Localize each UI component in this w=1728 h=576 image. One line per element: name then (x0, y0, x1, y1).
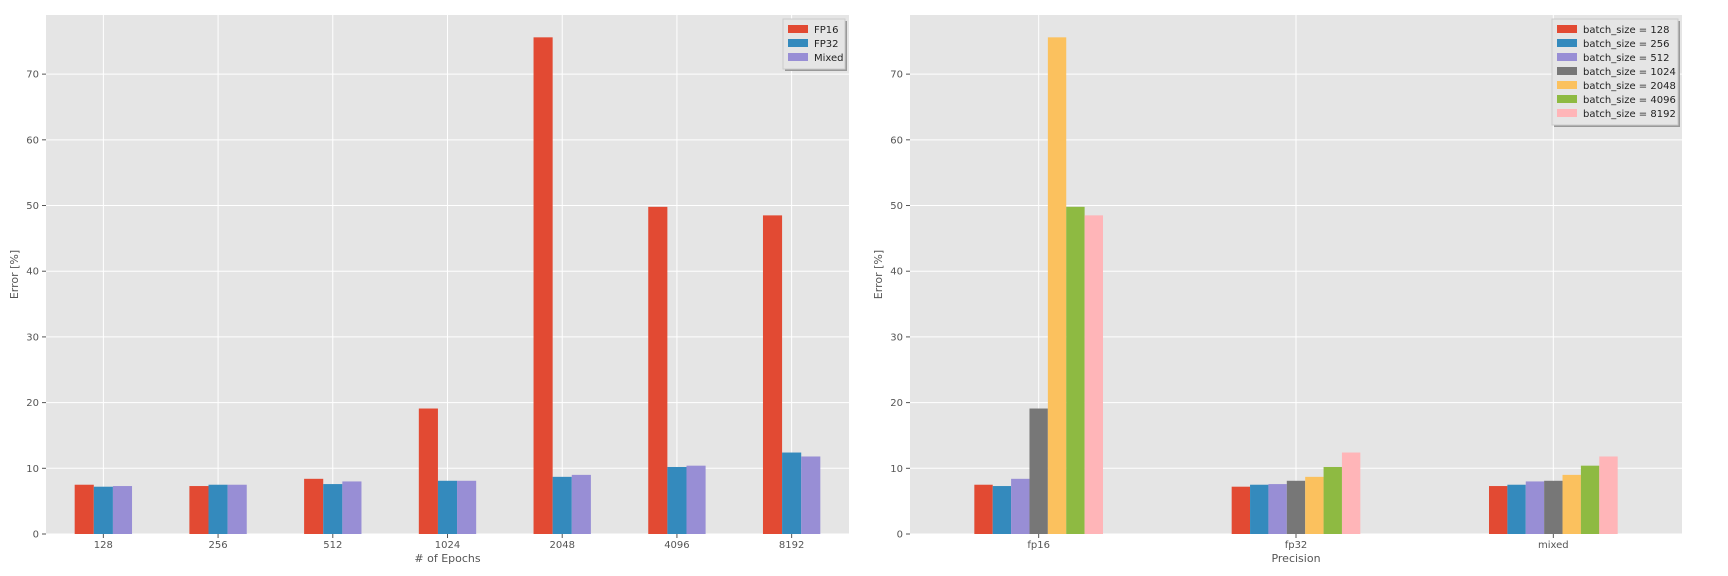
x-axis-label: Precision (1271, 552, 1320, 565)
legend-swatch (1557, 25, 1577, 33)
bar (992, 486, 1012, 534)
y-tick-label: 0 (897, 530, 903, 541)
y-tick-label: 30 (890, 332, 903, 343)
legend-swatch (1557, 39, 1577, 47)
bar (93, 486, 113, 534)
legend-label: batch_size = 1024 (1583, 67, 1676, 78)
legend-swatch (1557, 67, 1577, 75)
bar (762, 215, 783, 534)
bar (1525, 481, 1545, 534)
bar (648, 206, 668, 534)
bar (189, 486, 209, 534)
y-tick-label: 30 (26, 332, 39, 343)
bar (1011, 478, 1030, 534)
bar (1562, 474, 1581, 534)
x-tick-label: 1024 (435, 540, 460, 551)
y-tick-label: 70 (890, 70, 903, 81)
legend-swatch (1557, 95, 1577, 103)
x-tick-label: 128 (94, 540, 113, 551)
bar (227, 484, 247, 534)
legend-label: batch_size = 128 (1583, 25, 1669, 36)
bar (208, 484, 228, 534)
bar (1286, 480, 1306, 534)
y-tick-label: 10 (890, 464, 903, 475)
x-tick-label: 4096 (664, 540, 689, 551)
bar (457, 480, 477, 534)
y-tick-label: 60 (26, 135, 39, 146)
y-tick-label: 40 (890, 267, 903, 278)
bar (801, 456, 821, 534)
bar (571, 474, 591, 534)
legend-swatch (788, 39, 808, 47)
bar (112, 486, 133, 534)
x-tick-label: mixed (1538, 540, 1569, 551)
bar (782, 452, 802, 534)
bar (418, 408, 438, 534)
chart-error-by-precision: 0 10 20 30 40 50 60 70 fp16 fp32 mixed Precision Err… (872, 15, 1682, 565)
legend-label: Mixed (814, 53, 844, 64)
legend-swatch (1557, 81, 1577, 89)
bar (667, 466, 687, 534)
x-axis-label: # of Epochs (414, 552, 480, 565)
bar (1029, 408, 1048, 534)
y-axis-label: Error [%] (872, 250, 885, 299)
x-tick-label: 512 (323, 540, 342, 551)
legend-swatch (1557, 53, 1577, 61)
y-tick-label: 60 (890, 135, 903, 146)
bar (1231, 486, 1251, 534)
bar (437, 480, 458, 534)
x-tick-label: fp32 (1285, 540, 1308, 551)
x-tick-label: fp16 (1027, 540, 1050, 551)
bar (1047, 37, 1067, 535)
bar (342, 481, 362, 534)
legend-label: batch_size = 4096 (1583, 95, 1676, 106)
x-tick-label: 8192 (779, 540, 804, 551)
bar (533, 37, 553, 535)
legend-label: batch_size = 2048 (1583, 81, 1676, 92)
bar (1507, 484, 1526, 534)
legend-swatch (788, 53, 808, 61)
y-tick-label: 40 (26, 267, 39, 278)
legend-label: batch_size = 512 (1583, 53, 1669, 64)
chart-error-by-epochs: 0 10 20 30 40 50 60 70 128 256 512 1024 2048 4096 8192… (8, 15, 849, 565)
legend: FP16 FP32 Mixed (782, 18, 847, 71)
bar (323, 484, 343, 534)
bar (304, 478, 324, 534)
bar (1250, 484, 1269, 534)
y-tick-label: 20 (26, 398, 39, 409)
legend-label: batch_size = 256 (1583, 39, 1669, 50)
x-tick-label: 256 (209, 540, 228, 551)
bar (1580, 465, 1600, 534)
y-tick-label: 0 (33, 530, 39, 541)
bar (974, 484, 993, 534)
bar (1489, 486, 1508, 534)
legend-label: batch_size = 8192 (1583, 109, 1676, 120)
x-tick-label: 2048 (549, 540, 574, 551)
y-tick-label: 20 (890, 398, 903, 409)
bar (552, 476, 572, 534)
legend-swatch (788, 25, 808, 33)
legend-label: FP16 (814, 25, 839, 36)
bar (1544, 480, 1563, 534)
y-axis-label: Error [%] (8, 250, 21, 299)
legend-label: FP32 (814, 39, 839, 50)
y-tick-label: 10 (26, 464, 39, 475)
bar (1323, 466, 1342, 534)
bar (1599, 456, 1618, 534)
bar (1305, 476, 1324, 534)
legend: batch_size = 128 batch_size = 256 batch_si… (1551, 18, 1680, 127)
y-tick-label: 70 (26, 70, 39, 81)
bar (1341, 452, 1361, 534)
bar (1268, 484, 1287, 534)
bar (74, 484, 94, 534)
legend-swatch (1557, 109, 1577, 117)
bar (686, 465, 706, 534)
y-tick-label: 50 (26, 201, 39, 212)
bar (1066, 206, 1085, 534)
bar (1084, 215, 1103, 534)
y-tick-label: 50 (890, 201, 903, 212)
